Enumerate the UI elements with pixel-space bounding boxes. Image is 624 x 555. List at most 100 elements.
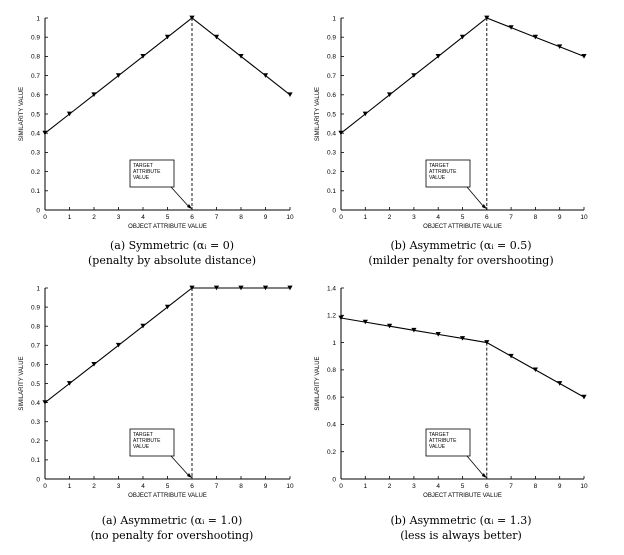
x-tick-label: 2 (388, 214, 392, 221)
x-tick-label: 7 (509, 214, 513, 221)
y-axis-label: SIMILARITY VALUE (19, 356, 25, 410)
data-point (115, 73, 122, 78)
target-annotation-arrow (170, 455, 191, 478)
y-tick-label: 1 (332, 340, 336, 347)
y-tick-label: 1.2 (327, 313, 336, 320)
x-tick-label: 0 (43, 483, 47, 490)
data-point (532, 34, 538, 40)
data-point (411, 327, 417, 333)
x-tick-label: 1 (68, 214, 72, 221)
panel-b-bottom: 0 1 2 3 4 5 6 7 8 9 10 0 0.2 0.4 0.6 0.8 1 1.2 1.4 OBJECT A… (315, 285, 588, 542)
x-tick-label: 3 (117, 214, 121, 221)
plot-asymmetric-0-5: 0 1 2 3 4 5 6 7 8 9 10 0 0.1 0.2 0.3 0.4 0.5 0.6 0.7 0.8 0.9… (315, 15, 588, 230)
target-annotation-box (425, 159, 471, 188)
target-annotation-text: VALUE (133, 444, 150, 450)
data-point (557, 381, 563, 386)
caption-line2: (penalty by absolute distance) (88, 254, 256, 267)
data-point (262, 285, 269, 291)
target-annotation-text: ATTRIBUTE (429, 169, 457, 175)
target-annotation-arrow (170, 186, 191, 209)
y-tick-label: 0.2 (31, 169, 40, 176)
data-point (508, 25, 514, 30)
plot-asymmetric-1-3: 0 1 2 3 4 5 6 7 8 9 10 0 0.2 0.4 0.6 0.8 1 1.2 1.4 OBJECT A… (315, 285, 588, 499)
x-tick-label: 7 (215, 483, 219, 490)
target-annotation-text: VALUE (429, 175, 446, 181)
data-point (338, 130, 344, 136)
target-annotation-arrow (466, 455, 486, 478)
y-tick-label: 0.1 (31, 457, 40, 464)
y-tick-label: 0 (332, 207, 336, 214)
target-annotation-text: ATTRIBUTE (429, 438, 457, 444)
data-point (287, 285, 293, 291)
y-tick-label: 0.7 (31, 73, 40, 80)
data-point (387, 92, 393, 97)
data-point (287, 92, 293, 97)
data-point (262, 73, 269, 78)
y-tick-label: 0.8 (31, 324, 40, 331)
caption-line1: (b) Asymmetric (αᵢ = 0.5) (390, 239, 531, 252)
x-tick-label: 5 (166, 214, 170, 221)
y-tick-label: 0.3 (31, 150, 40, 157)
x-tick-label: 4 (436, 483, 440, 490)
x-tick-label: 3 (412, 214, 416, 221)
y-tick-label: 0.4 (31, 400, 40, 407)
data-point (213, 34, 220, 40)
x-axis-label: OBJECT ATTRIBUTE VALUE (423, 224, 502, 230)
data-point (484, 15, 490, 21)
data-point (435, 331, 441, 337)
y-axis-label: SIMILARITY VALUE (315, 87, 321, 141)
x-tick-label: 10 (580, 214, 588, 221)
data-point (164, 34, 171, 40)
x-tick-label: 5 (166, 483, 170, 490)
x-tick-label: 9 (264, 214, 268, 221)
target-annotation-text: ATTRIBUTE (133, 438, 161, 444)
data-point (557, 44, 563, 49)
y-tick-label: 0.6 (327, 394, 336, 401)
y-tick-label: 0.2 (327, 169, 336, 176)
panel-a-top: 0 1 2 3 4 5 6 7 8 9 10 0 0.1 0.2 0.3 0.4 0.5 0.6 0.7 0.8 0.9… (19, 15, 294, 267)
data-point (484, 340, 490, 345)
x-tick-label: 1 (363, 483, 367, 490)
y-tick-label: 0.1 (31, 188, 40, 195)
x-tick-label: 3 (117, 483, 121, 490)
x-tick-label: 1 (68, 483, 72, 490)
data-point (532, 367, 538, 373)
caption-line1: (a) Symmetric (αᵢ = 0) (110, 239, 234, 252)
caption-line2: (milder penalty for overshooting) (368, 254, 553, 267)
target-annotation-text: TARGET (429, 432, 449, 438)
data-point (238, 54, 244, 59)
x-tick-label: 3 (412, 483, 416, 490)
data-point (115, 342, 122, 348)
data-point (66, 381, 73, 386)
y-tick-label: 0.4 (327, 131, 336, 138)
y-tick-label: 0.7 (31, 343, 40, 350)
plot-asymmetric-1-0: 0 1 2 3 4 5 6 7 8 9 10 0 0.1 0.2 0.3 0.4 0.5 0.6 0.7 0.8 0.9… (19, 285, 294, 499)
x-tick-label: 0 (43, 214, 47, 221)
x-tick-label: 0 (339, 214, 343, 221)
x-axis-label: OBJECT ATTRIBUTE VALUE (128, 224, 207, 230)
x-tick-label: 6 (190, 483, 194, 490)
target-annotation-text: VALUE (429, 444, 446, 450)
data-point (238, 285, 244, 291)
panel-b-top: 0 1 2 3 4 5 6 7 8 9 10 0 0.1 0.2 0.3 0.4 0.5 0.6 0.7 0.8 0.9… (315, 15, 588, 267)
caption-line2: (less is always better) (400, 529, 522, 542)
y-tick-label: 0.6 (327, 92, 336, 99)
target-annotation-text: VALUE (133, 175, 150, 181)
y-tick-label: 0.4 (327, 422, 336, 429)
x-tick-label: 1 (363, 214, 367, 221)
x-tick-label: 8 (239, 214, 243, 221)
data-point (140, 54, 146, 59)
y-tick-label: 0.4 (31, 131, 40, 138)
y-tick-label: 0.6 (31, 92, 40, 99)
data-point (581, 54, 587, 59)
data-point (581, 394, 587, 400)
x-tick-label: 5 (461, 214, 465, 221)
x-tick-label: 6 (485, 214, 489, 221)
y-tick-label: 1 (36, 15, 40, 22)
y-tick-label: 0.8 (327, 367, 336, 374)
data-point (338, 315, 344, 321)
x-tick-label: 4 (436, 214, 440, 221)
y-tick-label: 0.8 (327, 54, 336, 61)
data-point (42, 130, 48, 136)
